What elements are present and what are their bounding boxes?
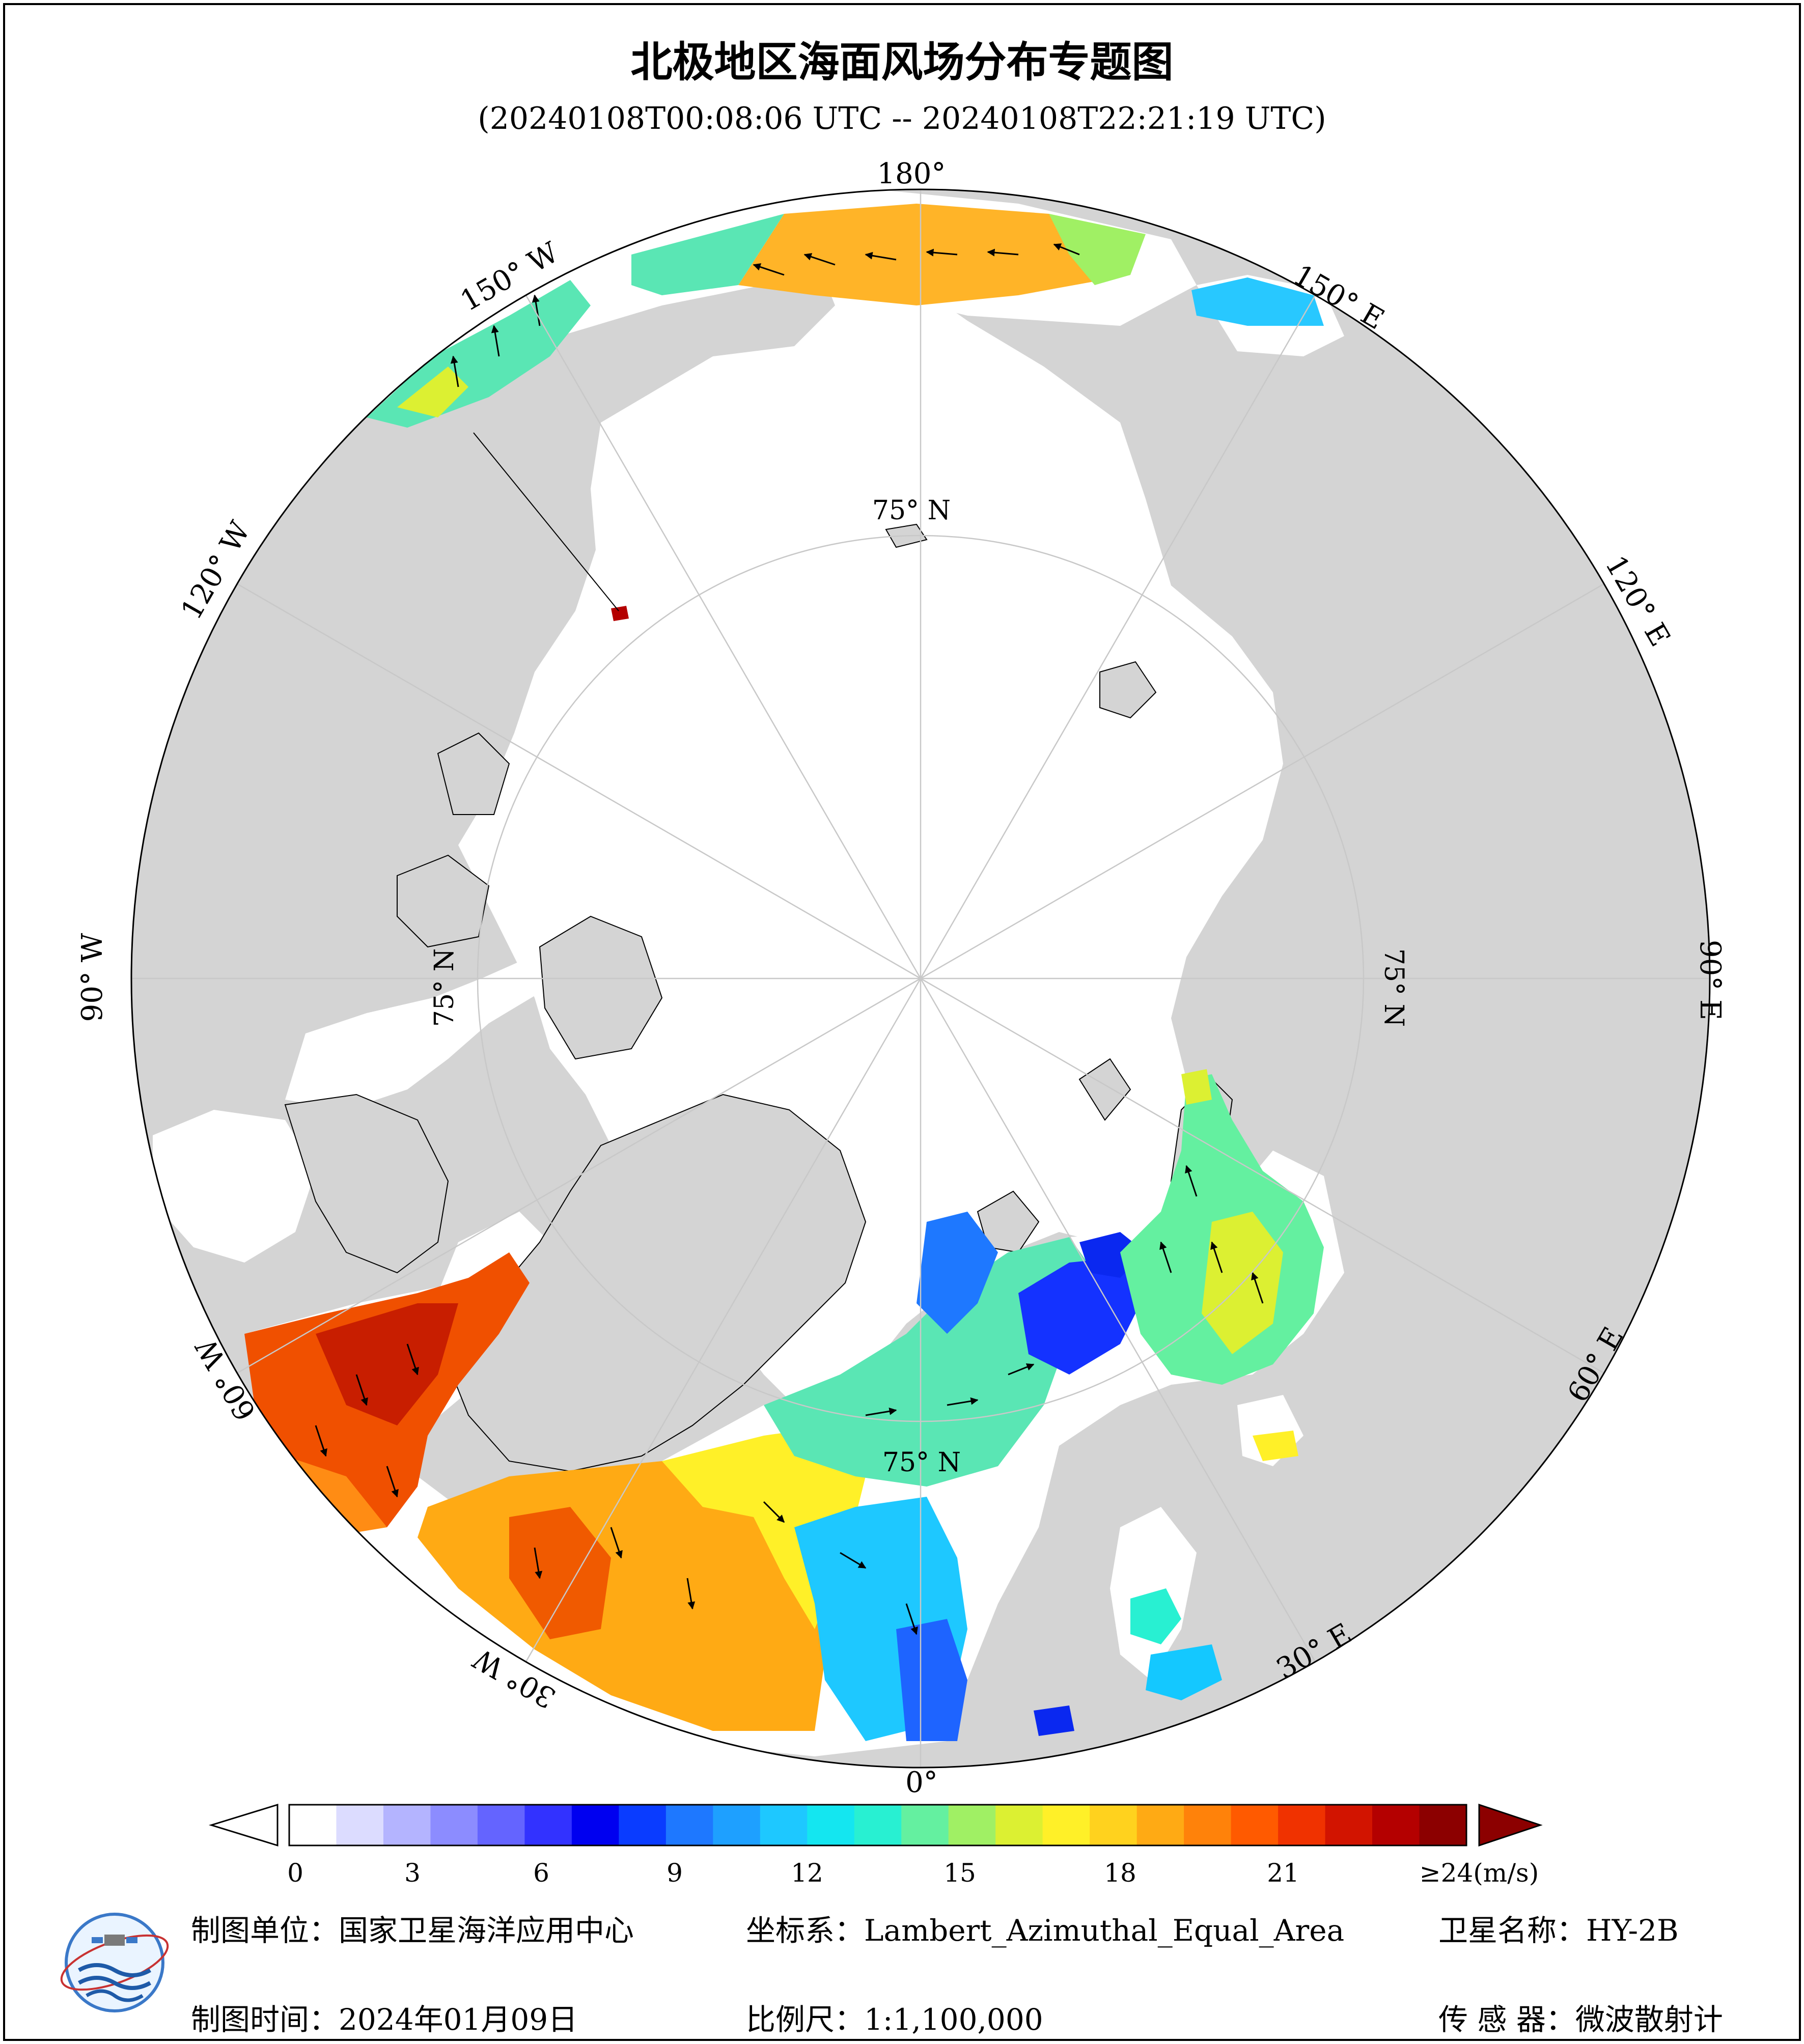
colorbar-max-arrow [1478,1803,1543,1847]
colorbar-cell [383,1805,431,1845]
date-line-segment [473,432,619,611]
wind-speed-swaths [244,204,1324,1741]
colorbar-tick: 3 [404,1858,421,1888]
swath-alaska-yellow [397,367,468,417]
banks-island [437,732,510,815]
colorbar-cell [619,1805,667,1845]
colorbar-cell [571,1805,619,1845]
colorbar-cell [1231,1805,1279,1845]
swath-greenland-sea [764,1237,1095,1487]
label-0: 0° [905,1766,938,1799]
colorbar-cell [1325,1805,1373,1845]
colorbar-cell [760,1805,808,1845]
swath-labrador-dark [316,1303,458,1425]
footer-satellite: 卫星名称：HY-2B [1438,1913,1679,1948]
colorbar-cell [336,1805,384,1845]
swath-bering [738,204,1141,305]
label-90w: 90° W [76,933,109,1022]
swath-bering-edge [631,214,784,295]
colorbar-tick: 21 [1267,1858,1299,1888]
swath-okhotsk [1191,277,1324,326]
colorbar-cell [1090,1805,1137,1845]
map-frame [3,3,1801,2041]
colorbar-cell [1136,1805,1184,1845]
colorbar-tick: 18 [1104,1858,1136,1888]
hudson-bay [153,1110,316,1263]
colorbar-tick: 15 [943,1858,976,1888]
swath-norway-blue [896,1619,967,1741]
colorbar-cell [807,1805,855,1845]
colorbar-cells [288,1804,1467,1846]
footer-producer: 制图单位：国家卫星海洋应用中心 [191,1913,634,1948]
lat-label-bottom: 75° N [882,1447,961,1478]
new-siberian-islands [1099,661,1157,719]
map-boundary [130,188,1711,1769]
footer-date: 制图时间：2024年01月09日 [191,2002,578,2037]
swath-baltic [1130,1588,1181,1644]
colorbar-cell [430,1805,478,1845]
colorbar-cell [901,1805,949,1845]
colorbar-tick: ≥24(m/s) [1419,1858,1539,1888]
lat-label-left: 75° N [429,948,460,1027]
colorbar-tick: 0 [287,1858,303,1888]
swath-kara-top [1181,1069,1212,1105]
label-90e: 90° E [1694,940,1727,1020]
lat-label-right: 75° N [1378,948,1409,1027]
severnaya-zemlya [1078,1058,1131,1121]
colorbar-min-arrow [208,1803,279,1847]
wind-vectors [315,243,1264,1635]
colorbar-cell [1372,1805,1420,1845]
colorbar-cell [1184,1805,1232,1845]
swath-labrador-orange [285,1456,387,1532]
colorbar-cell [1278,1805,1326,1845]
footer-scale: 比例尺：1:1,100,000 [746,2002,1043,2037]
canadian-channels [285,957,540,1110]
swath-fram-blue [917,1212,998,1334]
swath-atlantic-red [509,1507,611,1639]
colorbar-cell [665,1805,713,1845]
footer-coord-system: 坐标系：Lambert_Azimuthal_Equal_Area [746,1913,1345,1948]
colorbar-cell [854,1805,902,1845]
colorbar-cell [1419,1805,1467,1845]
colorbar-cell [1042,1805,1090,1845]
colorbar-tick: 12 [791,1858,823,1888]
swath-north-baltic [1146,1644,1222,1700]
map-subtitle: (20240108T00:08:06 UTC -- 20240108T22:21… [478,101,1326,136]
baffin-island [284,1094,449,1274]
ellesmere-island [539,915,663,1060]
footer-sensor: 传 感 器：微波散射计 [1438,2002,1723,2037]
swath-beaufort-red [611,606,629,621]
swath-barents-blue [1018,1257,1151,1375]
colorbar-cell [948,1805,996,1845]
colorbar-border [288,1804,1467,1846]
colorbar [208,1803,1543,1847]
lat-labels: 75° N 75° N 75° N 75° N [429,495,1409,1478]
map-disk [131,189,1710,1768]
colorbar-tick: 6 [533,1858,549,1888]
lat-label-top: 75° N [872,495,951,526]
colorbar-cell [995,1805,1043,1845]
swath-north-sea [1034,1705,1074,1736]
colorbar-cell [289,1805,337,1845]
map-title: 北极地区海面风场分布专题图 [630,38,1174,87]
label-180: 180° [877,157,946,190]
colorbar-cell [477,1805,525,1845]
nsoas-logo-icon [60,1913,169,2012]
swath-white-sea [1253,1431,1298,1461]
colorbar-tick: 9 [667,1858,683,1888]
swath-bering-east [1049,214,1146,285]
victoria-island [397,854,490,948]
colorbar-cell [713,1805,761,1845]
graticule [131,189,1710,1768]
colorbar-cell [524,1805,572,1845]
arctic-ocean [458,193,1283,1415]
